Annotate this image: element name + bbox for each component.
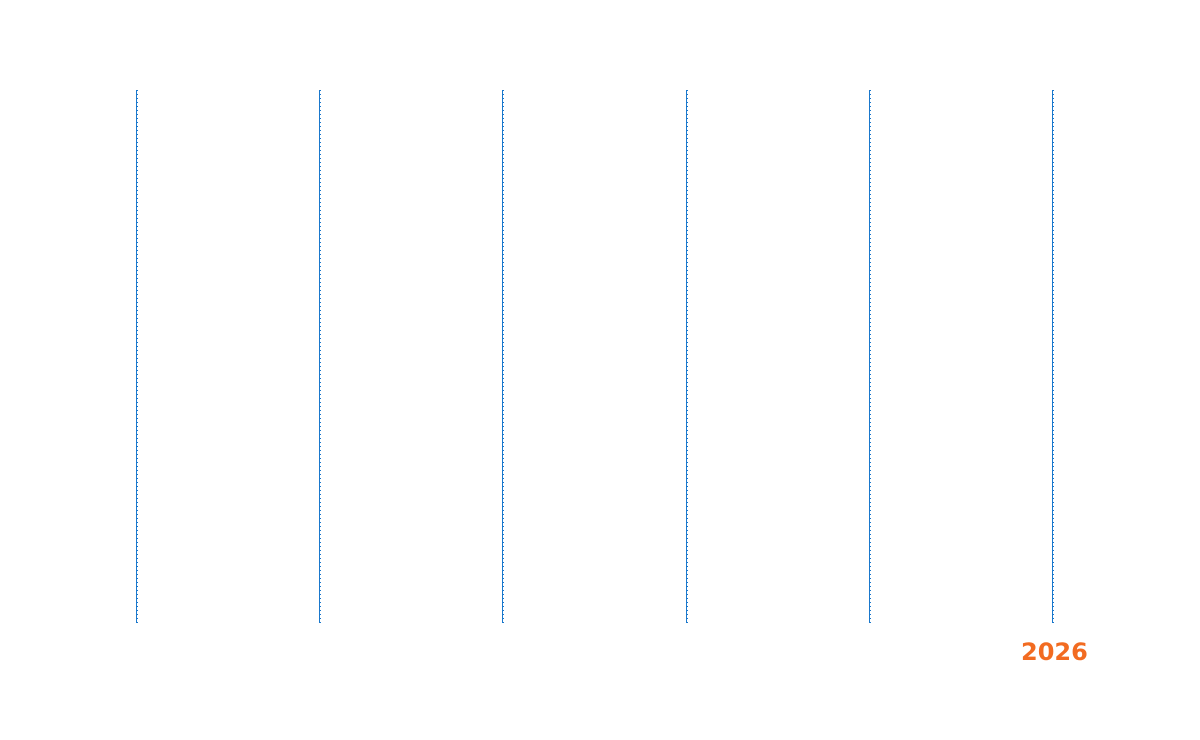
timeline-divider (869, 90, 871, 623)
year-label: 2026 (1021, 638, 1088, 666)
timeline-divider (319, 90, 321, 623)
timeline-divider (136, 90, 138, 623)
timeline-divider (1052, 90, 1054, 623)
timeline-divider (686, 90, 688, 623)
timeline-divider (502, 90, 504, 623)
